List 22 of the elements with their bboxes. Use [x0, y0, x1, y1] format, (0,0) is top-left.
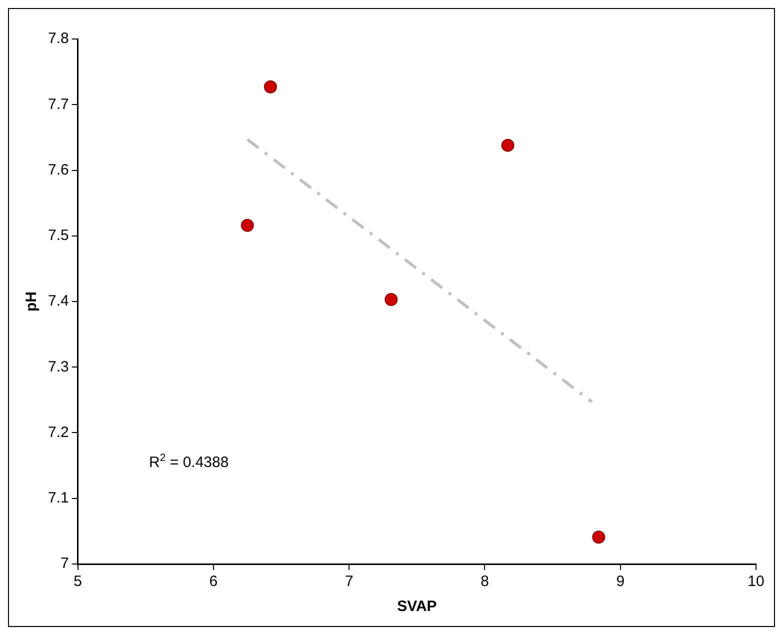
x-tick-label: 8 — [480, 573, 489, 590]
y-tick-label: 7.7 — [48, 96, 69, 113]
x-tick-label: 9 — [616, 573, 625, 590]
y-tick-label: 7.1 — [48, 490, 69, 507]
y-axis-title: pH — [23, 292, 40, 312]
y-tick-label: 7.8 — [48, 30, 69, 48]
point — [240, 218, 254, 232]
x-tick-label: 5 — [74, 573, 82, 590]
x-axis-title: SVAP — [397, 598, 437, 616]
point — [264, 80, 277, 94]
y-tick-label: 7 — [60, 555, 69, 572]
y-tick-label: 7.6 — [48, 161, 69, 178]
y-tick-label: 7.5 — [48, 227, 69, 244]
y-tick-label: 7.2 — [48, 424, 69, 441]
y-tick-label: 7.3 — [48, 358, 69, 376]
point — [384, 293, 398, 306]
x-tick-label: 10 — [748, 573, 764, 590]
x-tick-label: 7 — [344, 573, 354, 590]
x-tick-label: 6 — [209, 573, 218, 590]
point — [592, 530, 606, 544]
y-tick-label: 7.4 — [48, 292, 69, 310]
point — [501, 138, 514, 152]
